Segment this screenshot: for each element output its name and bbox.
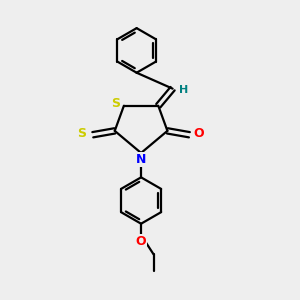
Text: S: S [77, 127, 86, 140]
Text: N: N [136, 153, 146, 166]
Text: O: O [193, 127, 204, 140]
Text: H: H [179, 85, 188, 95]
Text: S: S [111, 97, 120, 110]
Text: O: O [136, 235, 146, 248]
